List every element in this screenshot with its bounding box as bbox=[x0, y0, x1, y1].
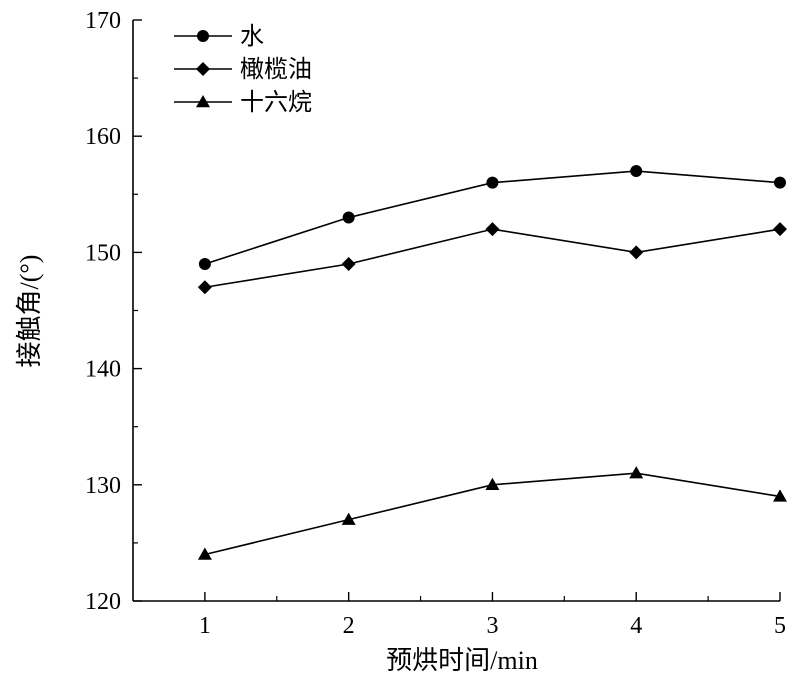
diamond-marker bbox=[485, 222, 500, 237]
series-1 bbox=[198, 165, 786, 271]
series-line bbox=[204, 228, 781, 289]
circle-marker bbox=[630, 165, 643, 178]
x-axis-title: 预烘时间/min bbox=[386, 646, 538, 675]
y-tick-label: 120 bbox=[85, 589, 121, 615]
triangle-marker bbox=[196, 95, 210, 108]
diamond-marker bbox=[773, 222, 787, 237]
series-3 bbox=[197, 466, 787, 560]
x-tick-label: 3 bbox=[486, 613, 498, 639]
series-layer bbox=[197, 165, 787, 560]
axes bbox=[132, 20, 780, 602]
y-tick-label: 160 bbox=[85, 124, 121, 150]
circle-marker bbox=[198, 258, 211, 271]
circle-marker bbox=[197, 30, 209, 42]
series-2 bbox=[197, 222, 787, 295]
legend-label: 水 bbox=[240, 23, 264, 50]
triangle-marker bbox=[197, 547, 212, 560]
diamond-marker bbox=[197, 280, 212, 295]
y-tick-label: 150 bbox=[85, 240, 121, 266]
circle-marker bbox=[342, 211, 355, 224]
circle-marker bbox=[774, 176, 786, 189]
x-tick-label: 2 bbox=[343, 613, 355, 639]
legend-item: 橄榄油 bbox=[174, 56, 312, 83]
legend-label: 十六烷 bbox=[240, 89, 312, 116]
diamond-marker bbox=[341, 257, 356, 272]
x-tick-label: 4 bbox=[630, 613, 642, 639]
diamond-marker bbox=[196, 62, 210, 76]
legend-item: 十六烷 bbox=[174, 89, 312, 116]
x-tick-label: 5 bbox=[774, 613, 786, 639]
triangle-marker bbox=[629, 466, 644, 479]
legend-item: 水 bbox=[174, 23, 264, 50]
y-tick-label: 130 bbox=[85, 473, 121, 499]
y-tick-label: 170 bbox=[85, 8, 121, 34]
y-axis-title: 接触角/(°) bbox=[15, 255, 44, 368]
triangle-marker bbox=[773, 489, 787, 502]
legend-label: 橄榄油 bbox=[240, 56, 312, 83]
y-axis-ticks: 120 130 140 150 160 170 bbox=[85, 8, 142, 615]
circle-marker bbox=[486, 176, 499, 189]
triangle-marker bbox=[485, 477, 500, 491]
x-tick-label: 1 bbox=[199, 613, 211, 639]
x-axis-ticks: 1 2 3 4 5 bbox=[199, 592, 786, 639]
diamond-marker bbox=[629, 245, 644, 260]
y-tick-label: 140 bbox=[85, 357, 121, 383]
triangle-marker bbox=[341, 512, 356, 525]
